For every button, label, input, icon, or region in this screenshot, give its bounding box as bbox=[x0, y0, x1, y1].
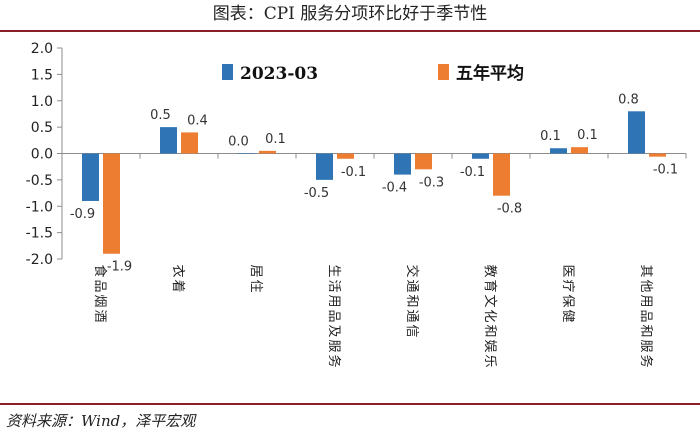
data-label: -0.1 bbox=[653, 163, 678, 178]
data-label: 0.1 bbox=[577, 128, 598, 143]
category-label-char: 育 bbox=[482, 279, 498, 292]
category-label-char: 和 bbox=[482, 324, 497, 337]
category-label-char: 着 bbox=[170, 279, 186, 292]
data-label: -0.9 bbox=[70, 207, 95, 222]
bar-current bbox=[238, 153, 255, 154]
legend-swatch bbox=[222, 64, 233, 80]
category-label-char: 住 bbox=[248, 279, 263, 292]
y-tick-label: 2.0 bbox=[31, 41, 53, 57]
category-label-char: 信 bbox=[404, 324, 419, 337]
data-label: -1.9 bbox=[107, 260, 132, 275]
bar-current bbox=[82, 153, 99, 201]
category-label-char: 务 bbox=[638, 354, 654, 367]
y-tick-label: -2.0 bbox=[26, 252, 53, 268]
y-tick-label: -1.5 bbox=[26, 226, 53, 242]
bar-avg bbox=[649, 153, 666, 157]
bottom-rule bbox=[0, 403, 700, 405]
category-label-char: 品 bbox=[638, 309, 653, 322]
category-label-char: 医 bbox=[560, 264, 575, 277]
bar-current bbox=[316, 153, 333, 180]
bar-current bbox=[160, 127, 177, 154]
category-label-char: 教 bbox=[482, 264, 498, 277]
data-label: 0.5 bbox=[150, 108, 171, 123]
bar-current bbox=[472, 153, 489, 159]
category-label-char: 活 bbox=[326, 279, 341, 292]
category-label-char: 居 bbox=[248, 264, 263, 277]
category-label-char: 保 bbox=[560, 294, 575, 307]
bar-avg bbox=[181, 132, 198, 154]
category-label-char: 通 bbox=[404, 279, 419, 292]
chart-title: 图表：CPI 服务分项环比好于季节性 bbox=[212, 4, 488, 24]
bar-avg bbox=[415, 153, 432, 170]
y-tick-label: -0.5 bbox=[26, 173, 53, 189]
legend-label: 五年平均 bbox=[456, 63, 524, 84]
category-label-char: 服 bbox=[638, 339, 653, 352]
category-label-char: 交 bbox=[404, 264, 420, 277]
data-label: -0.1 bbox=[460, 165, 485, 180]
category-label-char: 文 bbox=[482, 294, 497, 307]
category-label-char: 用 bbox=[638, 294, 653, 307]
category-label-char: 及 bbox=[326, 324, 341, 337]
data-label: 0.1 bbox=[265, 132, 286, 147]
data-label: -0.4 bbox=[382, 181, 407, 196]
category-label-char: 品 bbox=[92, 279, 107, 292]
legend-swatch bbox=[438, 64, 449, 80]
data-label: 0.8 bbox=[618, 92, 639, 107]
top-rule bbox=[0, 30, 700, 32]
category-label-char: 娱 bbox=[482, 339, 497, 352]
data-label: -0.1 bbox=[341, 165, 366, 180]
bar-avg bbox=[571, 147, 588, 154]
category-label-char: 健 bbox=[560, 309, 575, 322]
source-note: 资料来源：Wind，泽平宏观 bbox=[6, 412, 196, 430]
y-tick-label: -1.0 bbox=[26, 199, 53, 215]
category-label-char: 酒 bbox=[92, 309, 107, 322]
y-tick-label: 0.0 bbox=[31, 147, 53, 163]
bar-avg bbox=[493, 153, 510, 196]
category-label-char: 务 bbox=[326, 354, 342, 367]
data-label: -0.3 bbox=[419, 175, 444, 190]
category-label-char: 烟 bbox=[92, 294, 107, 307]
category-label-char: 食 bbox=[92, 264, 108, 277]
category-label-char: 乐 bbox=[482, 354, 497, 367]
bar-avg bbox=[103, 153, 120, 254]
category-label-char: 和 bbox=[638, 324, 653, 337]
bar-current bbox=[550, 148, 567, 154]
data-label: 0.0 bbox=[228, 135, 249, 150]
category-label-char: 他 bbox=[638, 279, 653, 292]
category-label-char: 用 bbox=[326, 294, 341, 307]
category-label-char: 衣 bbox=[170, 264, 186, 277]
data-label: 0.4 bbox=[187, 113, 208, 128]
category-label-char: 通 bbox=[404, 309, 419, 322]
category-label-char: 品 bbox=[326, 309, 341, 322]
y-tick-label: 0.5 bbox=[31, 120, 53, 136]
category-label-char: 化 bbox=[482, 309, 497, 322]
y-tick-label: 1.0 bbox=[31, 94, 53, 110]
legend-label: 2023-03 bbox=[240, 64, 318, 84]
category-label-char: 服 bbox=[326, 339, 341, 352]
data-label: -0.8 bbox=[497, 202, 522, 217]
bar-current bbox=[394, 153, 411, 175]
category-label-char: 生 bbox=[326, 264, 341, 277]
bar-avg bbox=[259, 150, 276, 154]
y-tick-label: 1.5 bbox=[31, 67, 53, 83]
data-label: 0.1 bbox=[540, 129, 561, 144]
bar-current bbox=[628, 111, 645, 154]
category-label-char: 疗 bbox=[560, 279, 575, 292]
category-label-char: 其 bbox=[638, 264, 653, 277]
data-label: -0.5 bbox=[304, 186, 329, 201]
bar-avg bbox=[337, 153, 354, 159]
category-label-char: 和 bbox=[404, 294, 419, 307]
